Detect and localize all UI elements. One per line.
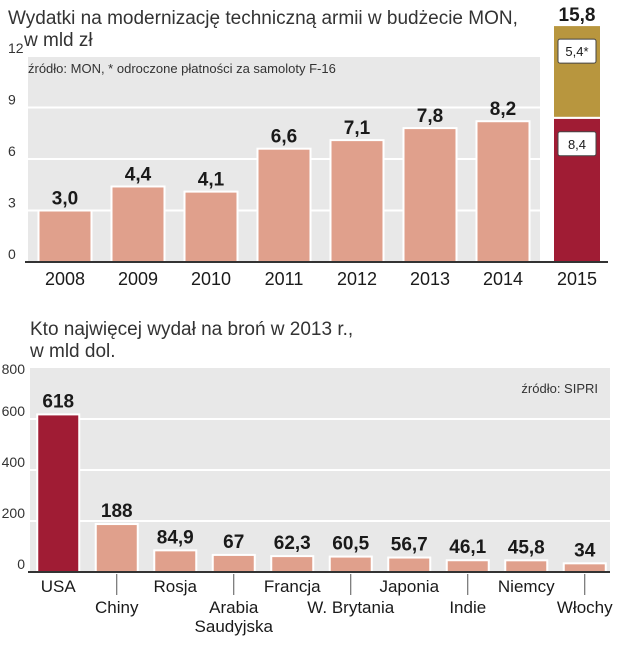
chart-arms-x-label: Niemcy <box>498 577 555 596</box>
chart-budget-x-label: 2014 <box>483 269 523 289</box>
chart-budget-x-label: 2010 <box>191 269 231 289</box>
chart-budget-2015-total-label: 15,8 <box>559 5 596 26</box>
chart-budget-bar-2008 <box>37 209 93 263</box>
chart-budget-x-label: 2012 <box>337 269 377 289</box>
chart-arms-bar-japonia <box>387 556 432 574</box>
chart-budget: 0 3 6 9 12 Wydatki na modernizację techniczn… <box>8 5 608 289</box>
chart-budget-title-line1: Wydatki na modernizację techniczną armii… <box>8 8 518 29</box>
chart-arms-bar-indie <box>445 559 490 574</box>
chart-arms-y-tick-label: 800 <box>2 361 26 377</box>
chart-arms-bar-niemcy <box>504 559 549 573</box>
chart-budget-2015-deferred-label: 5,4* <box>565 44 588 59</box>
chart-budget-2015-regular-box <box>557 131 597 157</box>
chart-arms-x-label: W. Brytania <box>307 598 394 617</box>
chart-budget-bar-2013 <box>402 127 458 263</box>
chart-arms-bar-włochy <box>562 562 607 574</box>
chart-arms-value-label: 67 <box>223 532 244 553</box>
chart-budget-title-line2: w mld zł <box>23 30 93 51</box>
chart-budget-value-label: 7,1 <box>344 118 371 139</box>
chart-arms-y-tick-label: 0 <box>17 556 25 572</box>
chart-budget-x-label: 2009 <box>118 269 158 289</box>
chart-budget-value-label: 4,4 <box>125 164 152 185</box>
chart-arms-title-line2: w mld dol. <box>29 341 116 362</box>
chart-arms-value-label: 62,3 <box>274 533 311 554</box>
chart-arms-value-label: 84,9 <box>157 527 194 548</box>
chart-arms-x-label: Saudyjska <box>195 617 274 636</box>
chart-arms-title-line1: Kto najwięcej wydał na broń w 2013 r., <box>30 319 353 340</box>
chart-arms-value-label: 188 <box>101 501 133 522</box>
chart-arms-x-label: Rosja <box>154 577 198 596</box>
chart-arms-y-ticks: 0 200 400 600 800 <box>2 361 26 572</box>
chart-arms-bar-francja <box>270 555 315 574</box>
chart-budget-bars: 3,0 4,4 4,1 6,6 7,1 7,8 8,2 8,4 5,4* 15,8 <box>37 5 602 263</box>
chart-arms-bar-wbrytania <box>328 555 373 574</box>
chart-budget-value-label: 6,6 <box>271 127 297 148</box>
chart-budget-source-note: źródło: MON, * odroczone płatności za sa… <box>28 61 336 76</box>
chart-arms-bar-arabia-saudyjska <box>211 553 256 573</box>
chart-budget-value-label: 7,8 <box>417 106 443 127</box>
chart-budget-value-label: 3,0 <box>52 189 78 210</box>
chart-arms-bar-rosja <box>153 549 198 574</box>
chart-budget-y-tick-label: 9 <box>8 92 16 108</box>
chart-budget-x-label: 2015 <box>557 269 597 289</box>
chart-arms-value-label: 60,5 <box>332 534 369 555</box>
chart-budget-x-label: 2008 <box>45 269 85 289</box>
chart-budget-bar-2011 <box>256 147 312 263</box>
chart-arms-x-label: Japonia <box>379 577 439 596</box>
chart-budget-value-label: 4,1 <box>198 170 225 191</box>
chart-arms-x-label: Indie <box>449 598 486 617</box>
chart-arms-y-tick-label: 200 <box>2 505 26 521</box>
chart-arms-value-label: 34 <box>574 540 596 561</box>
chart-budget-x-label: 2013 <box>410 269 450 289</box>
chart-arms-value-label: 56,7 <box>391 535 428 556</box>
chart-budget-y-tick-label: 6 <box>8 143 16 159</box>
chart-budget-bar-2012 <box>329 139 385 263</box>
chart-budget-y-tick-label: 0 <box>8 246 16 262</box>
chart-arms-bar-usa <box>36 413 81 573</box>
chart-budget-y-tick-label: 12 <box>8 40 24 56</box>
chart-arms-x-label: Arabia <box>209 598 259 617</box>
chart-budget-bar-2009 <box>110 185 166 263</box>
chart-budget-value-label: 8,2 <box>490 99 516 120</box>
chart-budget-y-tick-label: 3 <box>8 195 16 211</box>
chart-arms-x-label: USA <box>41 577 77 596</box>
chart-budget-x-label: 2011 <box>265 269 304 289</box>
chart-budget-y-ticks: 0 3 6 9 12 <box>8 40 24 262</box>
chart-arms-value-label: 618 <box>42 391 74 412</box>
chart-arms-y-tick-label: 400 <box>2 454 26 470</box>
chart-budget-x-labels: 2008 2009 2010 2011 2012 2013 2014 2015 <box>45 269 597 289</box>
chart-budget-bar-2010 <box>183 190 239 263</box>
chart-arms-source-note: źródło: SIPRI <box>521 381 598 396</box>
chart-arms-value-label: 46,1 <box>449 537 486 558</box>
chart-arms-x-label: Włochy <box>557 598 613 617</box>
chart-budget-2015-deferred-box <box>557 38 597 64</box>
chart-arms-spending: 0 200 400 600 800 Kto najwięcej wydał na bro… <box>2 319 613 636</box>
chart-arms-x-label: Francja <box>264 577 321 596</box>
chart-arms-bar-chiny <box>94 523 139 573</box>
chart-budget-bar-2014 <box>475 120 531 263</box>
chart-budget-2015-regular-label: 8,4 <box>568 137 586 152</box>
chart-arms-value-label: 45,8 <box>508 537 545 558</box>
chart-arms-grid <box>30 418 610 522</box>
chart-arms-x-label: Chiny <box>95 598 139 617</box>
chart-arms-y-tick-label: 600 <box>2 403 26 419</box>
